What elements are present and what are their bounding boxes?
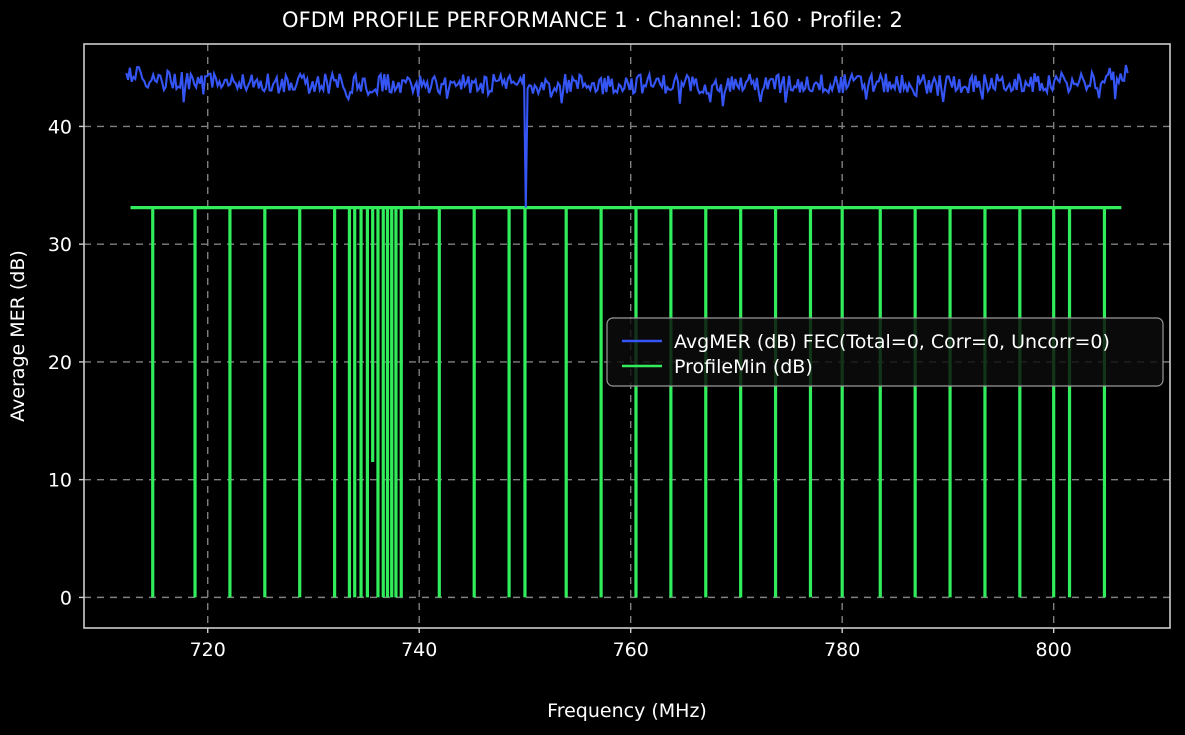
svg-text:20: 20 <box>48 352 72 374</box>
legend-box <box>606 317 1164 387</box>
chart-title: OFDM PROFILE PERFORMANCE 1 · Channel: 16… <box>281 8 904 32</box>
x-axis-ticks: 720 740 760 780 800 <box>190 628 1072 661</box>
series-avgmer <box>125 64 1129 208</box>
svg-text:720: 720 <box>190 639 226 661</box>
svg-text:780: 780 <box>824 639 860 661</box>
legend-label-profilemin: ProfileMin (dB) <box>674 356 813 378</box>
svg-text:40: 40 <box>48 116 72 138</box>
y-axis-title: Average MER (dB) <box>7 250 29 422</box>
svg-text:30: 30 <box>48 234 72 256</box>
svg-text:740: 740 <box>401 639 437 661</box>
svg-text:760: 760 <box>613 639 649 661</box>
svg-text:10: 10 <box>48 470 72 492</box>
axes-spines <box>83 43 1171 629</box>
series-profilemin <box>130 206 1122 598</box>
svg-text:800: 800 <box>1036 639 1072 661</box>
chart-legend[interactable]: AvgMER (dB) FEC(Total=0, Corr=0, Uncorr=… <box>606 317 1164 387</box>
legend-label-avgmer: AvgMER (dB) FEC(Total=0, Corr=0, Uncorr=… <box>674 331 1110 353</box>
y-axis-ticks: 0 10 20 30 40 <box>48 116 84 609</box>
svg-text:0: 0 <box>60 587 72 609</box>
x-axis-title: Frequency (MHz) <box>547 700 707 722</box>
